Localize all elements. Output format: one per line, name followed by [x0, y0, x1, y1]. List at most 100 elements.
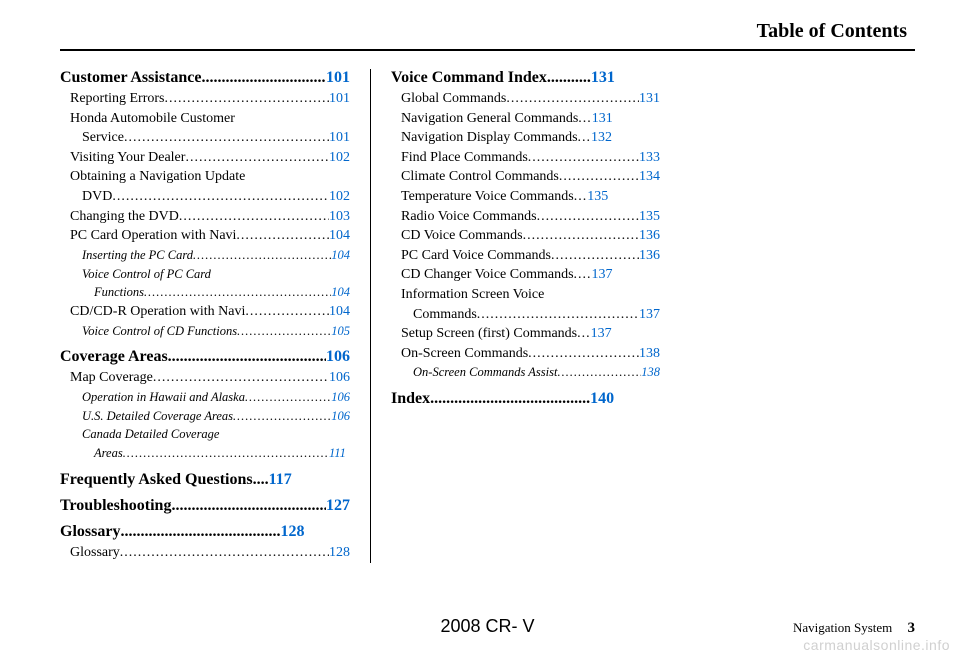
leader-dots: ........................................… — [120, 543, 329, 563]
page-number-link[interactable]: 106 — [326, 348, 350, 366]
leader-dots: ........................................ — [171, 497, 326, 515]
page-number-link[interactable]: 128 — [329, 543, 350, 563]
toc-entry: Radio Voice Commands ...................… — [401, 207, 660, 227]
column-left: Customer Assistance.....................… — [60, 69, 370, 563]
page-number-link[interactable]: 102 — [329, 148, 350, 168]
page-number-link[interactable]: 106 — [329, 368, 350, 388]
page-number-link[interactable]: 132 — [591, 128, 612, 148]
leader-dots: ........................................ — [120, 523, 280, 541]
entry-label: Honda Automobile Customer — [70, 109, 235, 129]
page-number-link[interactable]: 102 — [329, 187, 350, 207]
page-number-link[interactable]: 138 — [639, 344, 660, 364]
page-number-link[interactable]: 131 — [639, 89, 660, 109]
toc-entry: PC Card Voice Commands .................… — [401, 246, 660, 266]
page-number-link[interactable]: 135 — [639, 207, 660, 227]
toc-entry: Climate Control Commands ...............… — [401, 167, 660, 187]
entry-label: DVD — [82, 187, 112, 207]
leader-dots: ........................................ — [430, 390, 590, 408]
section-title: Coverage Areas..........................… — [60, 348, 350, 366]
toc-entry: Inserting the PC Card ..................… — [82, 246, 350, 265]
page-number-link[interactable]: 136 — [639, 246, 660, 266]
page-number-link[interactable]: 104 — [329, 302, 350, 322]
page-number-link[interactable]: 137 — [591, 324, 612, 344]
entry-label: Voice Control of PC Card — [82, 265, 211, 284]
entry-label: Changing the DVD — [70, 207, 179, 227]
entry-label: Visiting Your Dealer — [70, 148, 185, 168]
page-number-link[interactable]: 101 — [329, 89, 350, 109]
section-title: Voice Command Index...........131 — [391, 69, 660, 87]
page-number-link[interactable]: 127 — [326, 497, 350, 515]
leader-dots: ... — [578, 109, 592, 129]
column-right: Voice Command Index...........131 Global … — [370, 69, 680, 563]
page-number-link[interactable]: 128 — [280, 523, 304, 541]
section-title: Troubleshooting.........................… — [60, 497, 350, 515]
page-number-link[interactable]: 103 — [329, 207, 350, 227]
leader-dots: ........................................… — [237, 322, 331, 341]
leader-dots: ........................................… — [124, 128, 329, 148]
toc-entry: Voice Control of CD Functions ..........… — [82, 322, 350, 341]
toc-entry: Map Coverage ...........................… — [70, 368, 350, 388]
entry-label: Commands — [413, 305, 477, 325]
page-number-link[interactable]: 137 — [639, 305, 660, 325]
page-number-link[interactable]: 140 — [590, 390, 614, 408]
toc-entry: U.S. Detailed Coverage Areas ...........… — [82, 407, 350, 426]
leader-dots: ........................................… — [144, 283, 331, 302]
leader-dots: ........... — [547, 69, 591, 87]
footer-model-year: 2008 CR- V — [60, 616, 915, 637]
page-number-link[interactable]: 106 — [331, 407, 350, 426]
page-number-link[interactable]: 104 — [329, 226, 350, 246]
page-container: Table of Contents Customer Assistance...… — [0, 0, 960, 655]
toc-entry: On-Screen Commands .....................… — [401, 344, 660, 364]
section-title: Glossary................................… — [60, 523, 350, 541]
leader-dots: ........................................… — [537, 207, 639, 227]
entry-label: Functions — [94, 283, 144, 302]
page-number-link[interactable]: 135 — [587, 187, 608, 207]
page-number-link[interactable]: 136 — [639, 226, 660, 246]
entry-label: CD Changer Voice Commands — [401, 265, 574, 285]
page-number-link[interactable]: 134 — [639, 167, 660, 187]
page-number-link[interactable]: 131 — [591, 69, 615, 87]
entry-label: Navigation General Commands — [401, 109, 578, 129]
leader-dots: ... — [577, 324, 591, 344]
entry-label: Glossary — [70, 543, 120, 563]
toc-entry: Temperature Voice Commands ... 135 — [401, 187, 660, 207]
leader-dots: ........................................… — [236, 226, 329, 246]
page-number-link[interactable]: 104 — [331, 246, 350, 265]
leader-dots: ........................................ — [201, 69, 326, 87]
toc-entry: CD/CD-R Operation with Navi ............… — [70, 302, 350, 322]
toc-entry: On-Screen Commands Assist ..............… — [413, 363, 660, 382]
toc-entry: Voice Control of PC Card — [82, 265, 350, 284]
page-number-link[interactable]: 137 — [592, 265, 613, 285]
leader-dots: ........................................ — [168, 348, 326, 366]
entry-label: Temperature Voice Commands — [401, 187, 574, 207]
page-number-link[interactable]: 138 — [641, 363, 660, 382]
toc-entry: Honda Automobile Customer — [70, 109, 350, 129]
leader-dots: ... — [574, 187, 588, 207]
leader-dots: ........................................… — [506, 89, 639, 109]
leader-dots: ........................................… — [233, 407, 331, 426]
toc-entry: Obtaining a Navigation Update — [70, 167, 350, 187]
section-title-label: Frequently Asked Questions — [60, 471, 253, 489]
page-number-link[interactable]: 117 — [269, 471, 292, 489]
toc-entry-continuation: Functions ..............................… — [94, 283, 350, 302]
page-number-link[interactable]: 133 — [639, 148, 660, 168]
page-number-link[interactable]: 101 — [329, 128, 350, 148]
section-title: Frequently Asked Questions....117 — [60, 471, 350, 489]
leader-dots: .... — [574, 265, 592, 285]
page-number-link[interactable]: 104 — [331, 283, 350, 302]
toc-entry: PC Card Operation with Navi ............… — [70, 226, 350, 246]
leader-dots: ........................................… — [245, 302, 329, 322]
entry-label: Setup Screen (first) Commands — [401, 324, 577, 344]
toc-entry: Navigation General Commands ... 131 — [401, 109, 660, 129]
page-number-link[interactable]: 111 — [329, 444, 346, 463]
page-number-link[interactable]: 106 — [331, 388, 350, 407]
entry-label: Global Commands — [401, 89, 506, 109]
entry-label: PC Card Operation with Navi — [70, 226, 236, 246]
page-number-link[interactable]: 105 — [331, 322, 350, 341]
page-number-link[interactable]: 131 — [592, 109, 613, 129]
page-number-link[interactable]: 101 — [326, 69, 350, 87]
footer-system-label: Navigation System — [793, 620, 892, 635]
toc-entry: Operation in Hawaii and Alaska .........… — [82, 388, 350, 407]
leader-dots: ........................................… — [528, 344, 639, 364]
entry-label: Service — [82, 128, 124, 148]
